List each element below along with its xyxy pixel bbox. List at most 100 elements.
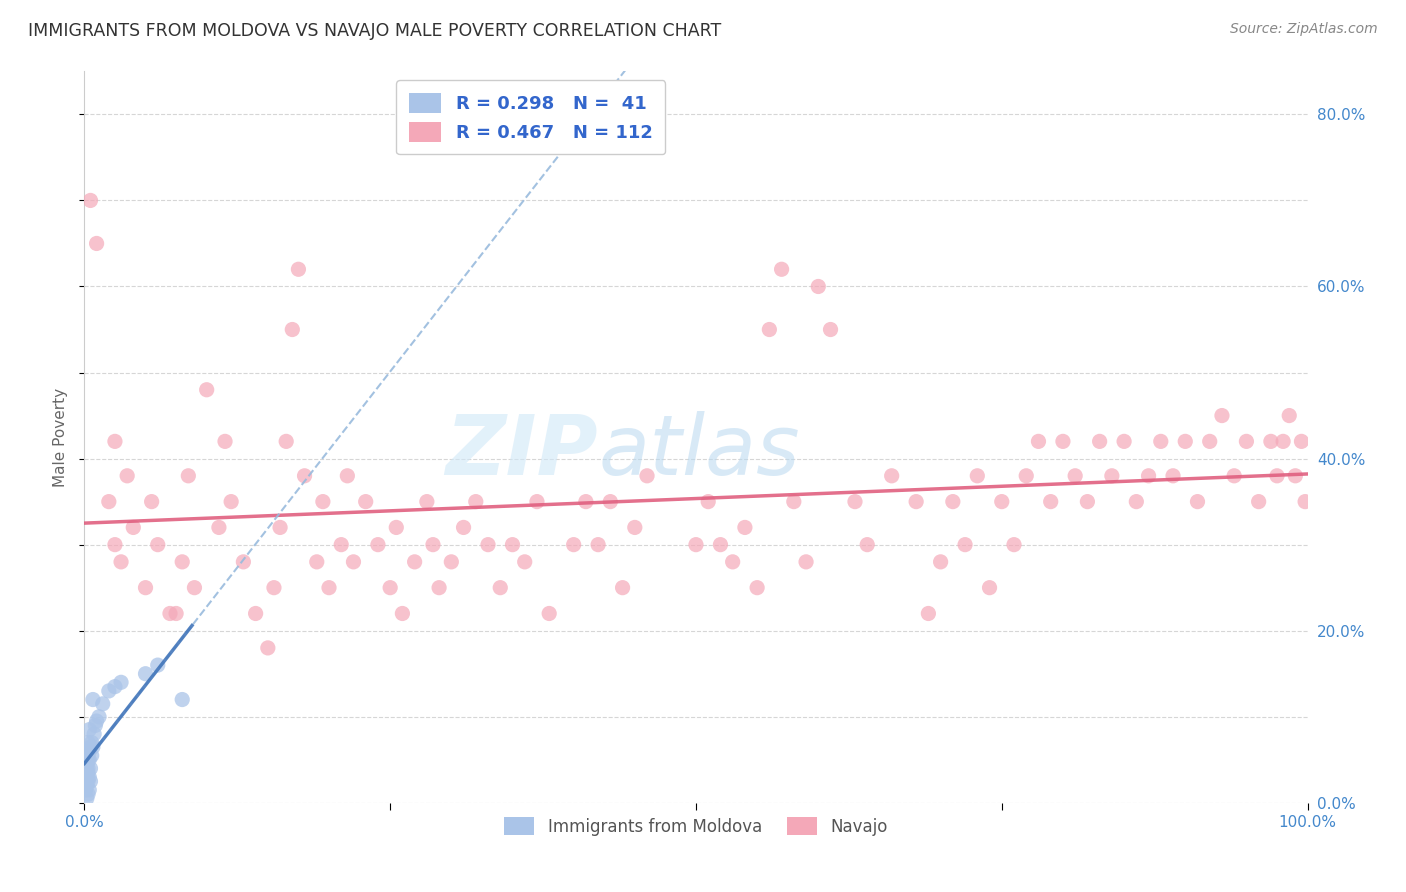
Point <box>422 538 444 552</box>
Point <box>391 607 413 621</box>
Point <box>75 761 97 775</box>
Point <box>1187 494 1209 508</box>
Point <box>104 680 127 694</box>
Point <box>75 770 97 784</box>
Point <box>1076 494 1098 508</box>
Point <box>115 468 138 483</box>
Point <box>91 697 114 711</box>
Point <box>575 494 598 508</box>
Point <box>380 581 402 595</box>
Point <box>1064 468 1087 483</box>
Point <box>97 684 120 698</box>
Point <box>599 494 621 508</box>
Point <box>953 538 976 552</box>
Point <box>76 770 98 784</box>
Point <box>80 735 103 749</box>
Point <box>794 555 817 569</box>
Point <box>427 581 450 595</box>
Point <box>979 581 1001 595</box>
Point <box>385 520 408 534</box>
Point <box>75 744 97 758</box>
Point <box>183 581 205 595</box>
Point <box>76 757 98 772</box>
Point <box>1236 434 1258 449</box>
Point <box>305 555 328 569</box>
Point <box>122 520 145 534</box>
Point <box>562 538 585 552</box>
Text: ZIP: ZIP <box>446 411 598 492</box>
Point <box>1150 434 1173 449</box>
Point <box>917 607 939 621</box>
Point <box>404 555 426 569</box>
Point <box>844 494 866 508</box>
Point <box>97 494 120 508</box>
Point <box>77 774 100 789</box>
Point <box>1052 434 1074 449</box>
Point <box>146 538 169 552</box>
Point <box>77 723 100 737</box>
Point <box>1161 468 1184 483</box>
Point <box>77 753 100 767</box>
Point <box>76 779 98 793</box>
Legend: Immigrants from Moldova, Navajo: Immigrants from Moldova, Navajo <box>495 807 897 846</box>
Point <box>79 739 101 754</box>
Point <box>104 538 127 552</box>
Point <box>1028 434 1050 449</box>
Point <box>141 494 163 508</box>
Point <box>77 765 100 780</box>
Point <box>281 322 304 336</box>
Point <box>354 494 377 508</box>
Point <box>77 787 100 801</box>
Point <box>367 538 389 552</box>
Point <box>79 774 101 789</box>
Point <box>75 783 97 797</box>
Point <box>75 757 97 772</box>
Point <box>77 770 100 784</box>
Point <box>770 262 793 277</box>
Point <box>219 494 242 508</box>
Point <box>697 494 720 508</box>
Point <box>172 692 194 706</box>
Point <box>79 761 101 775</box>
Point <box>1278 409 1301 423</box>
Point <box>84 718 107 732</box>
Point <box>612 581 634 595</box>
Point <box>77 744 100 758</box>
Point <box>440 555 463 569</box>
Point <box>245 607 267 621</box>
Point <box>526 494 548 508</box>
Point <box>86 236 108 251</box>
Point <box>110 675 132 690</box>
Point <box>758 322 780 336</box>
Point <box>905 494 928 508</box>
Point <box>416 494 439 508</box>
Point <box>685 538 707 552</box>
Point <box>880 468 903 483</box>
Point <box>336 468 359 483</box>
Point <box>276 434 298 449</box>
Point <box>104 434 127 449</box>
Point <box>146 658 169 673</box>
Point <box>929 555 952 569</box>
Point <box>232 555 254 569</box>
Point <box>1284 468 1306 483</box>
Point <box>110 555 132 569</box>
Point <box>195 383 218 397</box>
Point <box>76 765 98 780</box>
Point <box>1272 434 1295 449</box>
Point <box>1223 468 1246 483</box>
Point <box>807 279 830 293</box>
Point <box>87 710 110 724</box>
Point <box>1174 434 1197 449</box>
Point <box>1211 409 1233 423</box>
Point <box>77 753 100 767</box>
Point <box>330 538 353 552</box>
Text: Source: ZipAtlas.com: Source: ZipAtlas.com <box>1230 22 1378 37</box>
Point <box>257 640 280 655</box>
Point <box>214 434 236 449</box>
Point <box>1088 434 1111 449</box>
Point <box>1198 434 1220 449</box>
Point <box>269 520 291 534</box>
Text: IMMIGRANTS FROM MOLDOVA VS NAVAJO MALE POVERTY CORRELATION CHART: IMMIGRANTS FROM MOLDOVA VS NAVAJO MALE P… <box>28 22 721 40</box>
Point <box>287 262 309 277</box>
